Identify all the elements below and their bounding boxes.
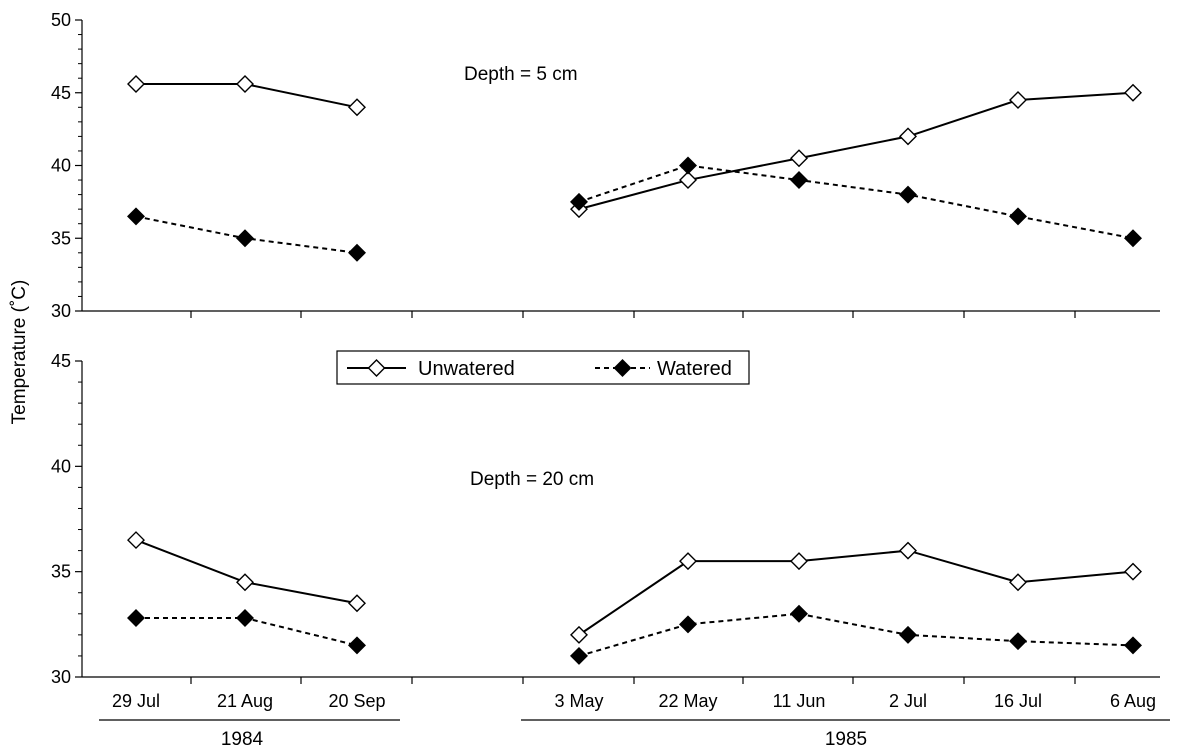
unwatered-data-point	[1009, 91, 1027, 110]
watered-series-line	[578, 164, 1134, 240]
x-category-label: 29 Jul	[112, 691, 160, 711]
x-category-label: 22 May	[658, 691, 717, 711]
unwatered-data-point	[127, 75, 145, 94]
x-category-label: 2 Jul	[889, 691, 927, 711]
y-tick-label: 45	[51, 83, 71, 103]
unwatered-data-point	[679, 171, 697, 190]
x-category-label: 16 Jul	[994, 691, 1042, 711]
watered-data-point	[1124, 636, 1142, 655]
unwatered-data-point	[1009, 573, 1027, 592]
watered-data-point	[1009, 632, 1027, 651]
unwatered-data-point	[127, 531, 145, 550]
y-tick-label: 40	[51, 456, 71, 476]
watered-data-point	[127, 609, 145, 628]
watered-data-point	[570, 192, 588, 211]
watered-data-point	[348, 243, 366, 262]
text-layer: 30 35 40 45 50 30 35 40 45 29 Jul 21 Aug 20 Sep 1984…	[51, 10, 1156, 750]
unwatered-data-point	[570, 625, 588, 644]
watered-series-line	[578, 612, 1134, 657]
x-category-label: 20 Sep	[328, 691, 385, 711]
unwatered-data-point	[899, 541, 917, 560]
y-tick-label: 40	[51, 156, 71, 176]
watered-data-point	[127, 207, 145, 226]
panel-bottom-annotation: Depth = 20 cm	[470, 469, 594, 490]
watered-data-point	[348, 636, 366, 655]
watered-data-point	[899, 625, 917, 644]
watered-data-point	[679, 615, 697, 634]
year-label: 1985	[825, 729, 867, 750]
watered-data-point	[236, 609, 254, 628]
watered-data-point	[899, 185, 917, 204]
y-tick-label: 50	[51, 10, 71, 30]
y-axis-label: Temperature (˚C)	[9, 280, 30, 425]
markers-layer	[127, 75, 1142, 665]
unwatered-data-point	[679, 552, 697, 571]
unwatered-data-point	[236, 75, 254, 94]
y-tick-label: 45	[51, 351, 71, 371]
x-category-label: 3 May	[554, 691, 603, 711]
panel-top-annotation: Depth = 5 cm	[464, 64, 578, 85]
unwatered-series-line	[578, 91, 1134, 211]
watered-data-point	[236, 229, 254, 248]
legend: Unwatered Watered	[336, 350, 750, 385]
y-tick-label: 35	[51, 562, 71, 582]
unwatered-data-point	[790, 552, 808, 571]
watered-data-point	[1124, 229, 1142, 248]
watered-data-point	[570, 646, 588, 665]
x-category-label: 21 Aug	[217, 691, 273, 711]
legend-unwatered-marker	[367, 359, 386, 377]
axes-layer	[75, 19, 1170, 721]
unwatered-data-point	[1124, 562, 1142, 581]
unwatered-data-point	[790, 149, 808, 168]
unwatered-data-point	[348, 594, 366, 613]
y-tick-label: 35	[51, 228, 71, 248]
legend-watered-label: Watered	[657, 358, 732, 380]
watered-data-point	[790, 604, 808, 623]
unwatered-data-point	[236, 573, 254, 592]
unwatered-series-line	[578, 549, 1134, 636]
unwatered-series-line	[135, 539, 358, 605]
x-category-label: 11 Jun	[773, 691, 826, 711]
y-tick-label: 30	[51, 667, 71, 687]
year-label: 1984	[221, 729, 264, 750]
legend-watered-marker	[613, 359, 632, 377]
legend-unwatered-label: Unwatered	[418, 358, 515, 380]
watered-data-point	[790, 171, 808, 190]
x-category-label: 6 Aug	[1110, 691, 1156, 711]
watered-data-point	[679, 156, 697, 175]
unwatered-data-point	[899, 127, 917, 146]
unwatered-data-point	[1124, 83, 1142, 102]
y-tick-label: 30	[51, 301, 71, 321]
watered-data-point	[1009, 207, 1027, 226]
unwatered-data-point	[348, 98, 366, 117]
